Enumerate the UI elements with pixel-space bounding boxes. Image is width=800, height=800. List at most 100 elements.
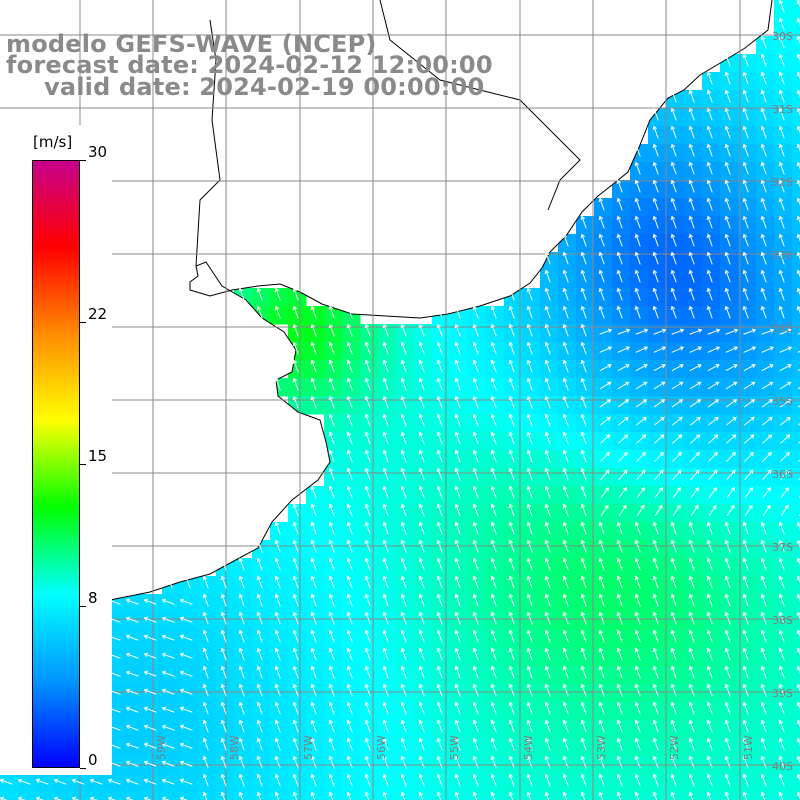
wind-arrow	[419, 432, 425, 445]
wind-arrow-head	[436, 755, 441, 761]
wind-arrow	[455, 414, 461, 427]
wind-arrow	[690, 487, 699, 499]
wind-arrow	[671, 630, 677, 643]
wind-arrow	[347, 774, 353, 787]
wind-arrow-head	[733, 364, 738, 369]
wind-arrow	[725, 306, 731, 319]
wind-arrow	[437, 450, 443, 463]
wind-arrow	[275, 666, 281, 679]
wind-arrow-head	[143, 778, 149, 783]
wind-arrow	[797, 252, 800, 260]
wind-arrow-head	[732, 434, 737, 439]
wind-arrow	[473, 666, 479, 679]
wind-arrow	[635, 774, 641, 787]
wind-arrow-head	[742, 701, 747, 707]
wind-arrow-head	[472, 557, 477, 563]
wind-cell	[72, 792, 91, 800]
wind-arrow	[725, 522, 731, 535]
wind-arrow-head	[625, 364, 630, 369]
wind-arrow	[455, 720, 461, 733]
wind-arrow-head	[400, 431, 405, 437]
wind-cell	[792, 72, 800, 91]
wind-cell	[684, 792, 703, 800]
wind-arrow-head	[292, 629, 297, 635]
wind-arrow-head	[580, 251, 585, 257]
wind-arrow-head	[642, 416, 647, 421]
wind-arrow	[126, 635, 139, 641]
wind-arrow	[779, 36, 785, 49]
wind-arrow	[347, 558, 353, 571]
wind-arrow-head	[364, 773, 369, 779]
wind-arrow-head	[436, 377, 441, 383]
wind-arrow-head	[544, 287, 549, 293]
wind-arrow-head	[418, 665, 423, 671]
wind-arrow-head	[490, 503, 495, 509]
wind-arrow	[797, 198, 800, 206]
wind-arrow-head	[580, 233, 585, 239]
wind-arrow-head	[760, 125, 765, 131]
wind-arrow-head	[382, 395, 387, 401]
wind-arrow	[599, 252, 605, 265]
wind-arrow	[707, 399, 719, 408]
wind-arrow-head	[508, 503, 513, 509]
wind-arrow	[563, 666, 569, 679]
wind-arrow	[108, 797, 116, 800]
wind-cell	[486, 792, 505, 800]
wind-arrow	[545, 558, 551, 571]
wind-arrow-head	[634, 755, 639, 761]
wind-arrow	[761, 666, 767, 679]
wind-arrow-head	[598, 215, 603, 221]
wind-arrow-head	[634, 647, 639, 653]
wind-arrow	[455, 630, 461, 643]
wind-arrow	[653, 792, 658, 800]
wind-arrow-head	[292, 701, 297, 707]
wind-arrow	[635, 630, 641, 643]
wind-arrow	[221, 720, 227, 733]
wind-arrow	[599, 540, 605, 553]
wind-arrow-head	[616, 683, 621, 689]
wind-arrow	[725, 72, 731, 85]
wind-arrow-head	[724, 161, 729, 167]
latitude-label: 35S	[772, 395, 793, 408]
wind-arrow	[383, 648, 389, 661]
wind-arrow	[779, 540, 785, 553]
wind-arrow	[419, 612, 425, 625]
wind-arrow	[743, 434, 755, 444]
wind-arrow-head	[652, 269, 657, 275]
wind-arrow-head	[640, 487, 645, 492]
wind-arrow-head	[382, 467, 387, 473]
wind-arrow	[563, 558, 569, 571]
wind-arrow	[599, 576, 605, 589]
wind-arrow-head	[418, 683, 423, 689]
wind-arrow	[635, 252, 641, 265]
wind-arrow-head	[256, 287, 261, 293]
wind-arrow-head	[328, 737, 333, 743]
wind-arrow-head	[748, 487, 753, 492]
wind-arrow	[797, 702, 800, 710]
wind-cell	[450, 792, 469, 800]
wind-arrow-head	[730, 504, 735, 509]
wind-arrow-head	[364, 449, 369, 455]
wind-arrow-head	[472, 431, 477, 437]
wind-arrow	[257, 288, 263, 301]
wind-arrow	[162, 635, 175, 641]
wind-arrow-head	[678, 434, 683, 439]
wind-arrow	[671, 162, 677, 175]
wind-arrow	[600, 487, 609, 499]
wind-arrow-head	[256, 683, 261, 689]
wind-arrow	[473, 468, 479, 481]
wind-arrow	[635, 738, 641, 751]
wind-arrow	[257, 648, 263, 661]
wind-arrow-head	[202, 737, 207, 743]
wind-arrow	[455, 684, 461, 697]
wind-arrow	[689, 90, 695, 103]
wind-arrow	[761, 522, 767, 535]
wind-arrow	[779, 630, 785, 643]
wind-arrow-head	[436, 431, 441, 437]
wind-arrow	[707, 381, 719, 390]
wind-arrow-head	[616, 791, 621, 797]
wind-arrow	[780, 487, 789, 499]
wind-arrow	[509, 324, 515, 337]
wind-arrow-head	[238, 287, 243, 293]
wind-arrow	[126, 761, 139, 767]
